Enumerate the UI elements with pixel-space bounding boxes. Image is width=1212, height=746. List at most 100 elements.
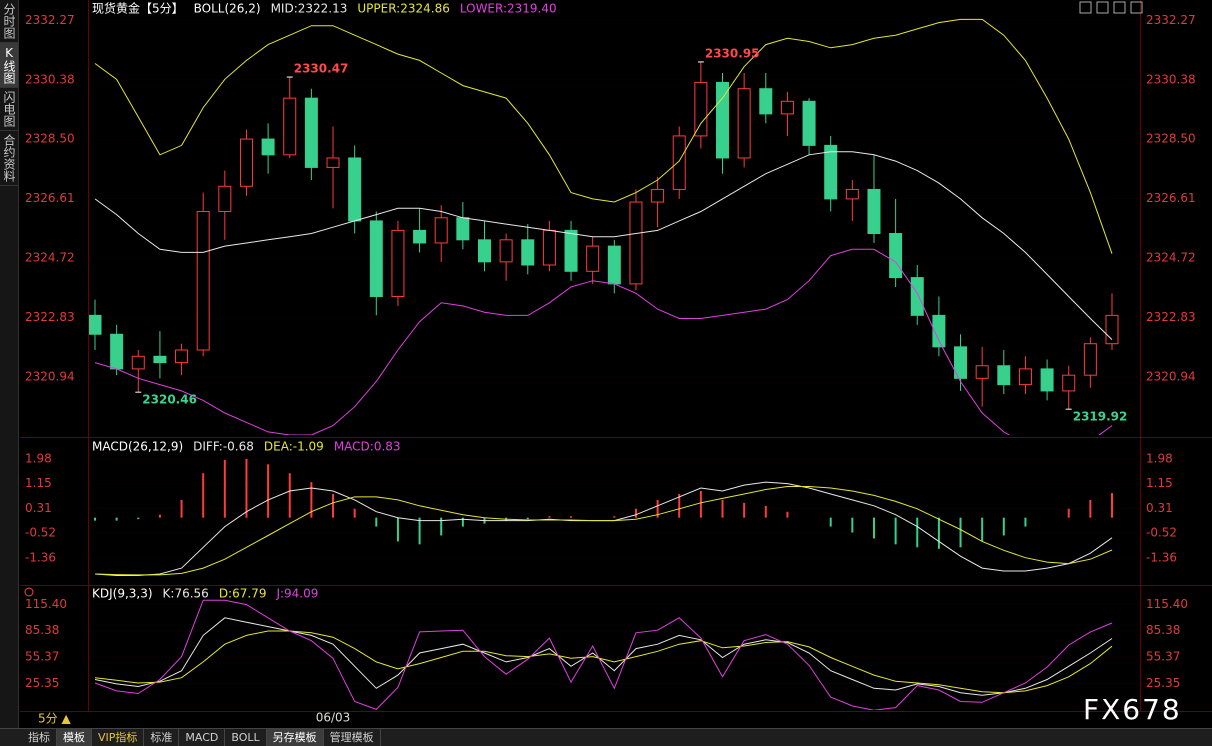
tab[interactable]: 模板 — [57, 729, 92, 746]
candle-body — [175, 349, 189, 364]
candle-body — [889, 233, 903, 279]
candle-body — [499, 239, 513, 263]
legend-item: J:94.09 — [275, 587, 318, 601]
y-tick-label: 2320.94 — [1146, 370, 1196, 384]
y-tick-label: 2322.83 — [25, 310, 75, 324]
candle-body — [542, 229, 556, 266]
y-tick-label: 25.35 — [1146, 676, 1180, 690]
tab[interactable]: 指标 — [0, 729, 57, 746]
watermark: FX678 — [1083, 693, 1182, 726]
candle-body — [954, 346, 968, 379]
y-tick-label: -1.36 — [25, 550, 56, 564]
candle-body — [110, 333, 124, 370]
candle-body — [737, 88, 751, 159]
annotation: 2320.46 — [142, 393, 197, 407]
candle-body — [1018, 368, 1032, 386]
tab[interactable]: 管理模板 — [324, 729, 381, 746]
candle-body — [131, 355, 145, 370]
candle-body — [975, 365, 989, 379]
plot-area — [94, 458, 1113, 576]
side-tab[interactable]: 合约资料 — [0, 131, 18, 186]
y-tick-label: 1.15 — [1146, 476, 1173, 490]
candle-body — [456, 217, 470, 241]
candle-body — [824, 144, 838, 200]
legend-item: DEA:-1.09 — [264, 440, 324, 454]
y-tick-label: 2324.72 — [25, 251, 75, 265]
legend-item: MACD:0.83 — [334, 440, 401, 454]
frame — [20, 0, 1212, 712]
candle-body — [607, 245, 621, 285]
candle-body — [1083, 343, 1097, 376]
plot-area — [89, 18, 1119, 435]
side-tab[interactable]: K线图 — [0, 43, 18, 88]
candle-body — [997, 365, 1011, 386]
candle-body — [283, 97, 297, 156]
annotation: 2330.47 — [294, 62, 349, 76]
tab[interactable]: 标准 — [144, 729, 180, 746]
candle-body — [304, 97, 318, 168]
y-tick-label: 2324.72 — [1146, 251, 1196, 265]
indicator-line — [94, 151, 1113, 340]
window-buttons[interactable] — [1079, 1, 1143, 14]
chart: 5分 ▲ FX678 2332.27 2332.27 2330.38 2330.38 2… — [20, 0, 1212, 726]
candle-body — [932, 314, 946, 348]
y-tick-label: 2332.27 — [25, 13, 75, 27]
candle-body — [153, 355, 167, 364]
y-tick-label: 1.98 — [1146, 451, 1173, 465]
y-tick-label: 0.31 — [1146, 501, 1173, 515]
candle-body — [261, 138, 275, 156]
plot-area — [94, 599, 1113, 710]
candle-body — [910, 277, 924, 316]
y-tick-label: 115.40 — [1146, 597, 1188, 611]
legend-item: K:76.56 — [163, 587, 209, 601]
candle-body — [845, 188, 859, 200]
candle-body — [780, 100, 794, 115]
candle-body — [867, 188, 881, 235]
legend-item: 现货黄金【5分】 — [92, 1, 184, 16]
legend-item: MACD(26,12,9) — [92, 440, 183, 454]
indicator-line — [94, 486, 1113, 576]
y-tick-label: 2328.50 — [25, 132, 75, 146]
y-tick-label: 25.35 — [25, 676, 59, 690]
annotation: 2319.92 — [1073, 410, 1128, 424]
candle-body — [326, 157, 340, 168]
candle-body — [196, 210, 210, 351]
tab[interactable]: VIP指标 — [92, 729, 145, 746]
candle-body — [89, 314, 102, 335]
y-tick-label: -0.52 — [25, 526, 56, 540]
indicator-line — [94, 599, 1113, 710]
tab[interactable]: BOLL — [225, 729, 267, 746]
candle-body — [369, 220, 383, 297]
candle-body — [586, 245, 600, 272]
y-tick-label: 55.37 — [1146, 650, 1180, 664]
legend-item: KDJ(9,3,3) — [92, 587, 153, 601]
indicator-line — [94, 248, 1113, 435]
side-tab[interactable]: 分时图 — [0, 0, 18, 43]
legend-item: DIFF:-0.68 — [193, 440, 254, 454]
indicator-line — [94, 18, 1113, 254]
y-tick-label: 2322.83 — [1146, 310, 1196, 324]
y-tick-label: 2332.27 — [1146, 13, 1196, 27]
kdj-icon[interactable] — [24, 587, 34, 597]
candle-body — [434, 217, 448, 244]
candle-body — [391, 229, 405, 297]
period[interactable]: 5分 ▲ — [38, 712, 71, 726]
y-tick-label: -0.52 — [1146, 526, 1177, 540]
candle-body — [759, 88, 773, 115]
candle-body — [716, 81, 730, 159]
y-tick-label: 2330.38 — [25, 72, 75, 86]
y-tick-label: 2326.61 — [1146, 191, 1196, 205]
tab[interactable]: 另存模板 — [266, 729, 324, 746]
candle-body — [413, 229, 427, 244]
y-tick-label: 1.98 — [25, 451, 52, 465]
annotation: 2330.95 — [705, 46, 760, 60]
indicator-line — [94, 617, 1113, 696]
candle-body — [218, 185, 232, 212]
tab[interactable]: MACD — [179, 729, 226, 746]
candle-body — [651, 188, 665, 203]
y-tick-label: 85.38 — [25, 623, 59, 637]
side-tab[interactable]: 闪电图 — [0, 88, 18, 131]
legend-item: BOLL(26,2) — [194, 2, 261, 16]
candle-body — [802, 100, 816, 146]
candle-body — [348, 157, 362, 222]
